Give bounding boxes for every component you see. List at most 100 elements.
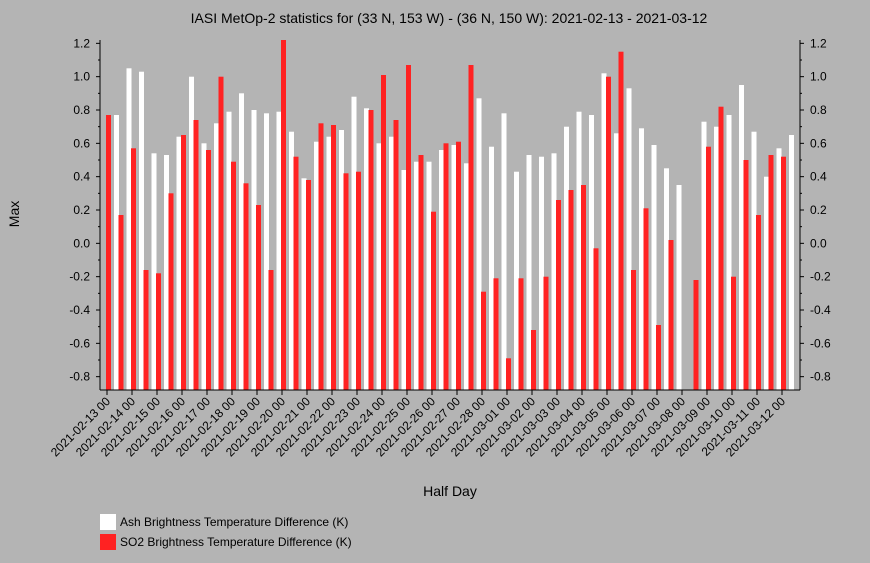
bar [468, 65, 474, 390]
bar [564, 126, 569, 390]
bar [251, 110, 257, 390]
bar [726, 115, 732, 390]
bar [151, 153, 157, 390]
bar [706, 146, 711, 390]
bar [626, 88, 632, 391]
y-tick-label: 0.0 [73, 236, 90, 250]
bar [714, 126, 719, 390]
bar [143, 270, 149, 390]
bar [306, 180, 311, 390]
bar [139, 71, 144, 390]
bar [356, 171, 361, 390]
x-axis-label: Half Day [423, 483, 477, 499]
bar [343, 173, 349, 390]
bar [389, 136, 394, 390]
bar [289, 131, 294, 390]
y-axis-label: Max [6, 201, 22, 227]
legend-swatch-ash [100, 514, 116, 530]
bar [593, 248, 599, 390]
bar [181, 135, 186, 390]
bar [618, 51, 624, 390]
bar [214, 123, 219, 391]
bar [201, 143, 207, 390]
bar [218, 76, 224, 390]
bar [743, 160, 749, 390]
bar [631, 270, 636, 390]
y-tick-label: 0.8 [73, 103, 90, 117]
bar [776, 148, 782, 390]
bar [551, 153, 557, 390]
bar [668, 240, 674, 390]
bar [393, 120, 399, 390]
y-tick-label: 1.0 [810, 70, 827, 84]
bar [601, 73, 607, 391]
plot-area: 1.2 1.2 1.0 1.0 0.8 0.8 0.6 0.6 0.4 0.4 0.2 0.2 0.0 0… [48, 36, 831, 459]
bar [351, 96, 357, 390]
y-tick-label: 0.2 [810, 203, 827, 217]
y-tick-label: 0.6 [810, 136, 827, 150]
bar [368, 110, 374, 390]
bar [501, 113, 507, 391]
bar [476, 98, 482, 391]
bar [481, 291, 486, 390]
legend-label-so2: SO2 Brightness Temperature Difference (K… [120, 535, 352, 549]
bar [239, 93, 244, 391]
bar [164, 155, 169, 390]
bar [339, 130, 344, 390]
bar [118, 215, 124, 390]
bar [264, 113, 269, 391]
bar [243, 183, 249, 390]
y-tick-label: -0.2 [69, 270, 90, 284]
y-tick-label: 0.0 [810, 236, 827, 250]
y-tick-label: 0.4 [810, 170, 827, 184]
bar [639, 128, 644, 391]
y-tick-label: 0.2 [73, 203, 90, 217]
y-tick-label: -0.4 [810, 303, 831, 317]
bar [176, 136, 182, 390]
bar [764, 176, 769, 390]
bar [781, 156, 786, 390]
bar [106, 115, 111, 390]
bar [731, 276, 736, 390]
legend-item-so2: SO2 Brightness Temperature Difference (K… [100, 532, 352, 552]
bar [464, 163, 469, 390]
y-tick-label: -0.2 [810, 270, 831, 284]
bar [739, 85, 744, 390]
bar [418, 155, 424, 390]
y-tick-label: 1.2 [73, 36, 90, 50]
bar [656, 325, 661, 390]
y-tick-label: 0.8 [810, 103, 827, 117]
bar [489, 146, 494, 390]
bar [451, 145, 457, 390]
bar [456, 141, 461, 390]
bar [756, 215, 761, 390]
legend: Ash Brightness Temperature Difference (K… [100, 512, 352, 552]
bar [401, 170, 407, 390]
bar [576, 111, 582, 390]
bar [701, 121, 707, 390]
bar [406, 65, 411, 390]
bar [131, 148, 136, 390]
bar [676, 185, 682, 390]
bar [276, 111, 282, 390]
bar [589, 115, 594, 390]
legend-label-ash: Ash Brightness Temperature Difference (K… [120, 515, 349, 529]
bar [643, 208, 649, 390]
bar [506, 358, 511, 390]
bar [293, 156, 299, 390]
bar [768, 155, 774, 390]
bar [518, 278, 524, 390]
bar [318, 123, 324, 391]
bar [301, 178, 307, 390]
y-tick-label: -0.8 [810, 370, 831, 384]
bar [426, 161, 432, 390]
bar [376, 143, 382, 390]
y-tick-label: -0.4 [69, 303, 90, 317]
legend-item-ash: Ash Brightness Temperature Difference (K… [100, 512, 352, 532]
y-tick-label: 0.6 [73, 136, 90, 150]
bar [581, 185, 586, 390]
bar [326, 136, 332, 390]
y-tick-label: 1.0 [73, 70, 90, 84]
bar [381, 75, 386, 390]
